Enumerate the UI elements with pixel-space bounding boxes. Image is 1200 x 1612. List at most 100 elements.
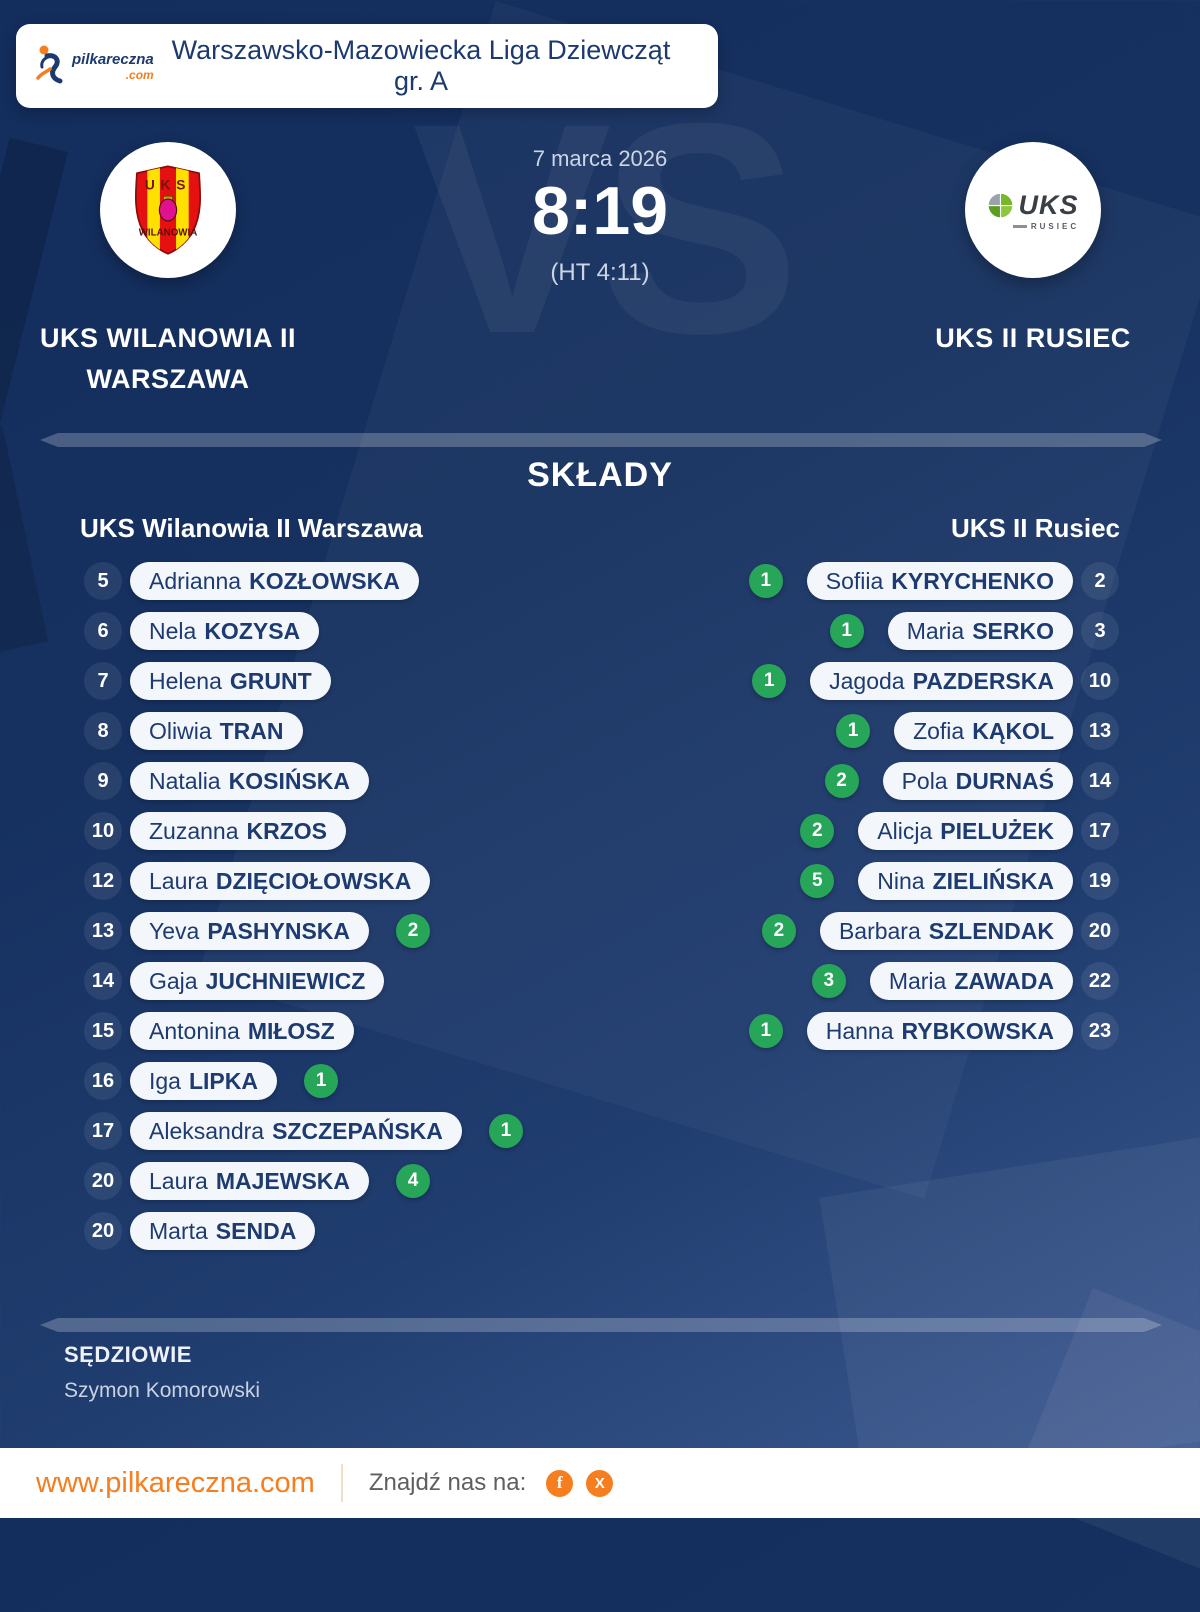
- svg-text:WILANOWIA: WILANOWIA: [139, 227, 198, 238]
- player-row: 16 Iga LIPKA 1: [84, 1062, 338, 1100]
- away-player-list: 1 Sofiia KYRYCHENKO 2 1 Maria SERKO 3 1 …: [748, 562, 1119, 1062]
- website-link[interactable]: www.pilkareczna.com: [36, 1466, 315, 1499]
- player-last-name: DZIĘCIOŁOWSKA: [215, 867, 412, 894]
- player-first-name: Iga: [149, 1067, 181, 1094]
- section-divider: [40, 433, 1162, 447]
- player-name-pill: Marta SENDA: [130, 1212, 316, 1250]
- background-shape-left-top: [0, 137, 68, 463]
- player-number: 10: [84, 812, 122, 850]
- rusiec-crest-icon: UKS RUSIEC: [987, 190, 1079, 231]
- goals-badge: 1: [829, 614, 864, 648]
- player-first-name: Pola: [901, 767, 948, 794]
- player-first-name: Alicja: [877, 817, 933, 844]
- home-lineup-header: UKS Wilanowia II Warszawa: [80, 513, 423, 543]
- goals-badge: 1: [303, 1064, 338, 1098]
- player-row: 1 Sofiia KYRYCHENKO 2: [748, 562, 1119, 600]
- player-first-name: Nina: [877, 867, 925, 894]
- player-row: 7 Helena GRUNT: [84, 662, 331, 700]
- player-number: 13: [1081, 712, 1119, 750]
- player-row: 20 Marta SENDA: [84, 1212, 316, 1250]
- player-name-pill: Nela KOZYSA: [130, 612, 320, 650]
- player-first-name: Laura: [149, 1167, 208, 1194]
- player-last-name: KYRYCHENKO: [891, 567, 1054, 594]
- player-row: 15 Antonina MIŁOSZ: [84, 1012, 354, 1050]
- away-team-logo: UKS RUSIEC: [965, 142, 1101, 278]
- match-date: 7 marca 2026: [532, 146, 668, 171]
- league-title: Warszawsko-Mazowiecka Liga Dziewcząt gr.…: [171, 35, 671, 96]
- player-first-name: Hanna: [825, 1017, 894, 1044]
- player-first-name: Sofiia: [825, 567, 884, 594]
- brand-wordmark: pilkareczna .com: [72, 52, 154, 81]
- player-first-name: Nela: [149, 617, 197, 644]
- player-number: 2: [1081, 562, 1119, 600]
- player-name-pill: Maria ZAWADA: [869, 962, 1073, 1000]
- player-last-name: PAZDERSKA: [912, 667, 1054, 694]
- player-name-pill: Gaja JUCHNIEWICZ: [130, 962, 385, 1000]
- player-number: 13: [84, 912, 122, 950]
- player-name-pill: Maria SERKO: [887, 612, 1073, 650]
- player-row: 2 Pola DURNAŚ 14: [824, 762, 1119, 800]
- facebook-icon[interactable]: f: [546, 1469, 574, 1497]
- player-last-name: LIPKA: [188, 1067, 258, 1094]
- player-last-name: KRZOS: [246, 817, 328, 844]
- player-name-pill: Zofia KĄKOL: [894, 712, 1073, 750]
- score-block: 7 marca 2026 8:19 (HT 4:11): [450, 146, 750, 287]
- referees-section: SĘDZIOWIE Szymon Komorowski: [64, 1342, 260, 1403]
- wilanowia-crest-icon: UKS WILANOWIA: [134, 165, 202, 255]
- match-score: 8:19: [531, 173, 669, 249]
- player-row: 13 Yeva PASHYNSKA 2: [84, 912, 431, 950]
- player-row: 17 Aleksandra SZCZEPAŃSKA 1: [84, 1112, 523, 1150]
- home-team-logo: UKS WILANOWIA: [100, 142, 236, 278]
- player-name-pill: Zuzanna KRZOS: [130, 812, 347, 850]
- lineups-title: SKŁADY: [527, 456, 673, 494]
- goals-badge: 1: [752, 664, 787, 698]
- player-row: 2 Alicja PIELUŻEK 17: [800, 812, 1119, 850]
- player-name-pill: Natalia KOSIŃSKA: [130, 762, 370, 800]
- goals-badge: 1: [748, 1014, 783, 1048]
- player-first-name: Maria: [906, 617, 965, 644]
- footer-divider: [340, 1464, 343, 1502]
- player-name-pill: Sofiia KYRYCHENKO: [806, 562, 1073, 600]
- player-first-name: Jagoda: [829, 667, 905, 694]
- player-number: 6: [84, 612, 122, 650]
- player-last-name: RYBKOWSKA: [901, 1017, 1054, 1044]
- player-last-name: SZCZEPAŃSKA: [272, 1117, 443, 1144]
- x-icon[interactable]: X: [586, 1469, 614, 1497]
- player-last-name: PIELUŻEK: [940, 817, 1054, 844]
- player-first-name: Laura: [149, 867, 208, 894]
- player-number: 23: [1081, 1012, 1119, 1050]
- player-last-name: KOZYSA: [204, 617, 301, 644]
- player-number: 7: [84, 662, 122, 700]
- player-name-pill: Pola DURNAŚ: [882, 762, 1073, 800]
- player-row: 5 Adrianna KOZŁOWSKA: [84, 562, 419, 600]
- footer-bar: www.pilkareczna.com Znajdź nas na: f X: [0, 1448, 1200, 1518]
- crest-divider-line: [1012, 224, 1027, 228]
- player-last-name: SENDA: [215, 1217, 297, 1244]
- player-last-name: GRUNT: [229, 667, 312, 694]
- away-crest-text: UKS: [1018, 189, 1079, 220]
- goals-badge: 2: [761, 914, 796, 948]
- player-row: 20 Laura MAJEWSKA 4: [84, 1162, 430, 1200]
- player-number: 12: [84, 862, 122, 900]
- player-last-name: KOZŁOWSKA: [249, 567, 400, 594]
- away-lineup-header: UKS II Rusiec: [950, 513, 1120, 543]
- player-last-name: KĄKOL: [972, 717, 1054, 744]
- player-name-pill: Iga LIPKA: [130, 1062, 277, 1100]
- player-number: 10: [1081, 662, 1119, 700]
- player-name-pill: Jagoda PAZDERSKA: [810, 662, 1073, 700]
- goals-badge: 3: [811, 964, 846, 998]
- player-name-pill: Aleksandra SZCZEPAŃSKA: [130, 1112, 462, 1150]
- player-name-pill: Antonina MIŁOSZ: [130, 1012, 354, 1050]
- player-name-pill: Helena GRUNT: [130, 662, 331, 700]
- handball-player-icon: [34, 43, 70, 90]
- player-first-name: Gaja: [149, 967, 198, 994]
- player-row: 1 Maria SERKO 3: [829, 612, 1119, 650]
- player-last-name: KOSIŃSKA: [228, 767, 351, 794]
- player-last-name: MIŁOSZ: [247, 1017, 335, 1044]
- referee-name: Szymon Komorowski: [64, 1379, 261, 1402]
- brand-tld: .com: [125, 67, 154, 82]
- player-number: 20: [84, 1212, 122, 1250]
- player-row: 3 Maria ZAWADA 22: [811, 962, 1119, 1000]
- league-header-card: pilkareczna .com Warszawsko-Mazowiecka L…: [16, 24, 718, 108]
- player-last-name: SERKO: [972, 617, 1054, 644]
